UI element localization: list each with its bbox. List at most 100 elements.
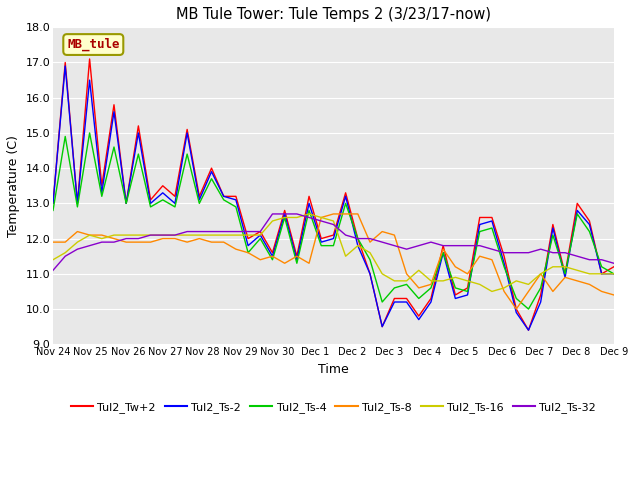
Tul2_Tw+2 — [232, 193, 240, 199]
Tul2_Ts-4 — [488, 225, 496, 231]
Tul2_Ts-16 — [586, 271, 593, 276]
Tul2_Ts-32 — [525, 250, 532, 255]
Tul2_Ts-4 — [476, 228, 484, 234]
Tul2_Ts-4 — [110, 144, 118, 150]
Line: Tul2_Ts-16: Tul2_Ts-16 — [53, 214, 614, 291]
Tul2_Tw+2 — [354, 236, 362, 241]
Tul2_Ts-2 — [354, 243, 362, 249]
Tul2_Ts-32 — [366, 236, 374, 241]
Tul2_Ts-4 — [561, 271, 569, 276]
Tul2_Tw+2 — [415, 313, 422, 319]
Tul2_Tw+2 — [610, 264, 618, 270]
Tul2_Ts-16 — [110, 232, 118, 238]
Tul2_Ts-16 — [488, 288, 496, 294]
Tul2_Ts-16 — [549, 264, 557, 270]
Tul2_Ts-2 — [561, 275, 569, 280]
Tul2_Ts-32 — [269, 211, 276, 217]
Tul2_Ts-4 — [464, 288, 472, 294]
Tul2_Ts-16 — [74, 239, 81, 245]
Tul2_Ts-4 — [195, 201, 203, 206]
Tul2_Ts-4 — [451, 285, 459, 291]
Tul2_Tw+2 — [207, 165, 215, 171]
Tul2_Ts-8 — [232, 246, 240, 252]
Tul2_Ts-4 — [390, 285, 398, 291]
Line: Tul2_Ts-4: Tul2_Ts-4 — [53, 133, 614, 309]
Tul2_Ts-8 — [122, 239, 130, 245]
Tul2_Tw+2 — [134, 123, 142, 129]
Tul2_Tw+2 — [49, 201, 57, 206]
Tul2_Ts-8 — [147, 239, 154, 245]
Tul2_Ts-8 — [354, 211, 362, 217]
Tul2_Ts-16 — [257, 232, 264, 238]
Tul2_Tw+2 — [464, 285, 472, 291]
Tul2_Ts-32 — [207, 228, 215, 234]
Tul2_Ts-16 — [390, 278, 398, 284]
Tul2_Ts-2 — [513, 310, 520, 315]
Tul2_Ts-8 — [330, 211, 337, 217]
Tul2_Ts-2 — [488, 218, 496, 224]
Tul2_Ts-32 — [586, 257, 593, 263]
Line: Tul2_Ts-2: Tul2_Ts-2 — [53, 66, 614, 330]
Tul2_Ts-32 — [342, 232, 349, 238]
Tul2_Ts-32 — [488, 246, 496, 252]
Tul2_Tw+2 — [159, 183, 166, 189]
Tul2_Ts-4 — [525, 306, 532, 312]
Tul2_Ts-16 — [525, 281, 532, 287]
Tul2_Ts-4 — [366, 257, 374, 263]
Tul2_Ts-4 — [378, 299, 386, 305]
Tul2_Ts-32 — [171, 232, 179, 238]
Tul2_Ts-2 — [378, 324, 386, 330]
Tul2_Ts-4 — [573, 211, 581, 217]
Tul2_Ts-8 — [98, 232, 106, 238]
Tul2_Ts-8 — [573, 278, 581, 284]
Tul2_Ts-2 — [586, 222, 593, 228]
Tul2_Ts-8 — [61, 239, 69, 245]
Tul2_Ts-32 — [610, 260, 618, 266]
Tul2_Ts-4 — [598, 264, 605, 270]
Tul2_Ts-8 — [537, 271, 545, 276]
Tul2_Ts-8 — [525, 288, 532, 294]
Tul2_Ts-4 — [586, 228, 593, 234]
Tul2_Ts-8 — [195, 236, 203, 241]
Tul2_Ts-4 — [537, 285, 545, 291]
Tul2_Tw+2 — [74, 201, 81, 206]
Tul2_Ts-4 — [122, 201, 130, 206]
Tul2_Tw+2 — [110, 102, 118, 108]
Tul2_Ts-2 — [183, 130, 191, 136]
Tul2_Ts-16 — [561, 264, 569, 270]
Tul2_Ts-32 — [98, 239, 106, 245]
Tul2_Ts-32 — [74, 246, 81, 252]
Tul2_Ts-16 — [159, 232, 166, 238]
Tul2_Tw+2 — [598, 271, 605, 276]
Tul2_Ts-2 — [415, 317, 422, 323]
Tul2_Ts-8 — [220, 239, 228, 245]
Tul2_Ts-2 — [86, 77, 93, 83]
Tul2_Ts-8 — [74, 228, 81, 234]
Tul2_Ts-32 — [549, 250, 557, 255]
Tul2_Ts-32 — [134, 236, 142, 241]
Tul2_Ts-32 — [330, 222, 337, 228]
Tul2_Ts-2 — [476, 222, 484, 228]
Tul2_Ts-2 — [281, 211, 289, 217]
Tul2_Ts-16 — [415, 267, 422, 273]
Tul2_Ts-2 — [464, 292, 472, 298]
Tul2_Tw+2 — [305, 193, 313, 199]
Tul2_Ts-2 — [98, 190, 106, 196]
Tul2_Ts-2 — [49, 201, 57, 206]
Tul2_Ts-4 — [439, 250, 447, 255]
Legend: Tul2_Tw+2, Tul2_Ts-2, Tul2_Ts-4, Tul2_Ts-8, Tul2_Ts-16, Tul2_Ts-32: Tul2_Tw+2, Tul2_Ts-2, Tul2_Ts-4, Tul2_Ts… — [66, 397, 601, 417]
Line: Tul2_Ts-8: Tul2_Ts-8 — [53, 214, 614, 309]
Tul2_Ts-32 — [403, 246, 410, 252]
Tul2_Ts-32 — [354, 236, 362, 241]
Tul2_Ts-16 — [610, 271, 618, 276]
Tul2_Ts-16 — [305, 211, 313, 217]
Tul2_Ts-32 — [244, 228, 252, 234]
Tul2_Ts-32 — [195, 228, 203, 234]
Tul2_Tw+2 — [476, 215, 484, 220]
Tul2_Ts-2 — [573, 207, 581, 213]
Tul2_Ts-32 — [220, 228, 228, 234]
Tul2_Tw+2 — [427, 296, 435, 301]
Tul2_Ts-16 — [86, 232, 93, 238]
Tul2_Ts-2 — [549, 225, 557, 231]
Tul2_Ts-16 — [403, 278, 410, 284]
